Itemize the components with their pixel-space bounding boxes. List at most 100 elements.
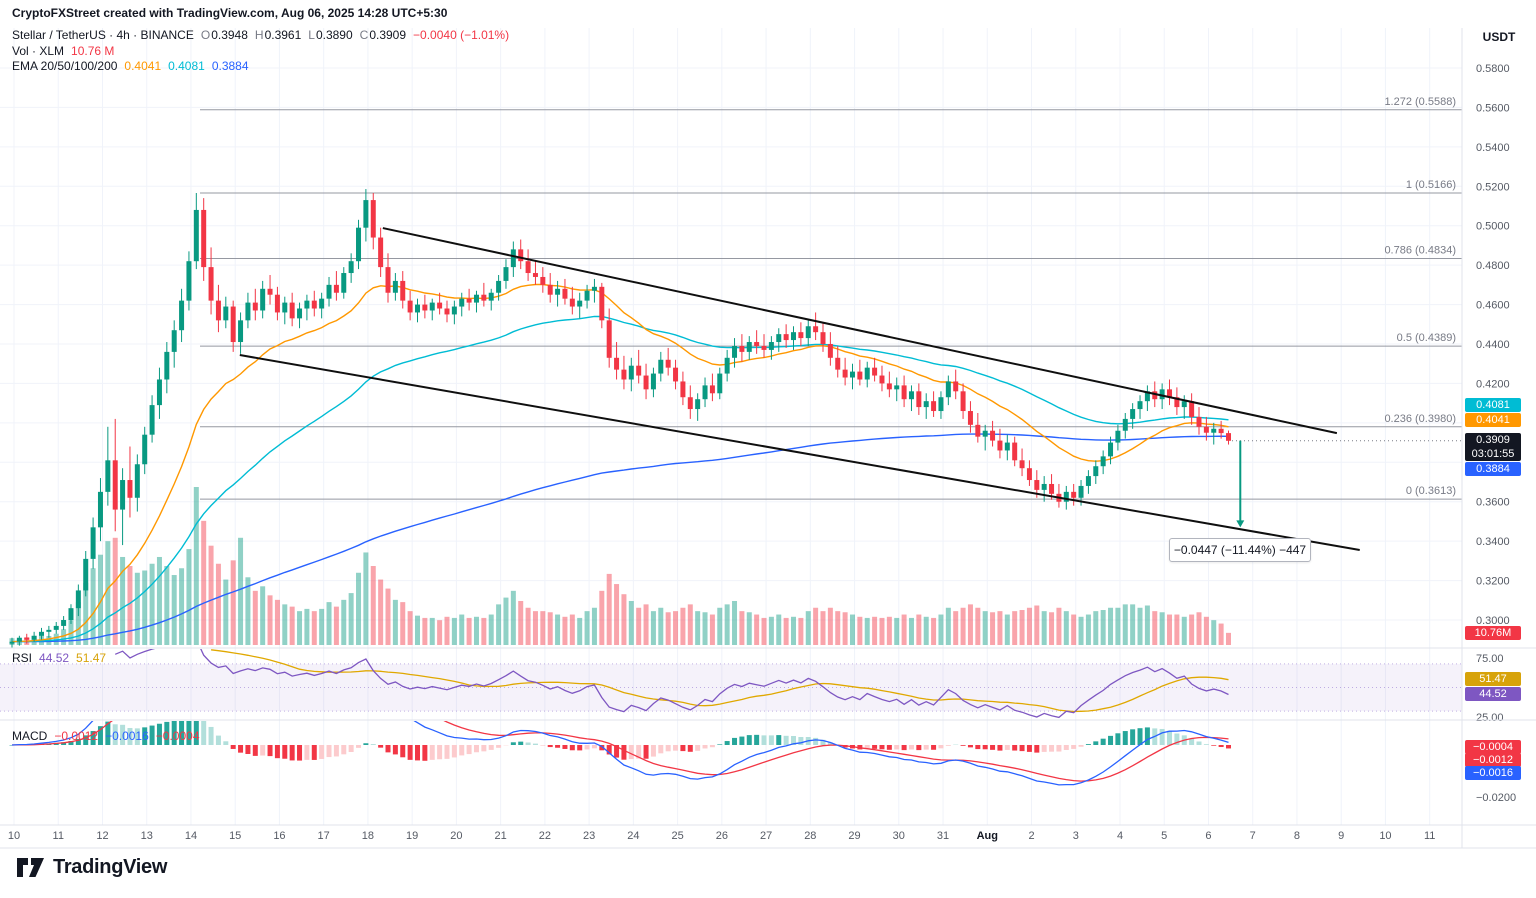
axis-currency-label[interactable]: USDT: [1482, 30, 1516, 44]
ema50-price-badge: 0.4081: [1465, 398, 1521, 412]
time-label: 25: [671, 830, 683, 842]
volume-badge: 10.76M: [1465, 626, 1521, 640]
fib-label: 0.5 (0.4389): [1397, 332, 1456, 344]
fib-label: 0.236 (0.3980): [1384, 413, 1456, 425]
time-label: 8: [1294, 830, 1300, 842]
time-label: 5: [1161, 830, 1167, 842]
price-tick-label: 0.3200: [1476, 576, 1510, 588]
time-label: 11: [1424, 830, 1435, 842]
rsi-ma-badge: 51.47: [1465, 672, 1521, 686]
price-tick-label: 0.5800: [1476, 63, 1510, 75]
time-label: 2: [1028, 830, 1034, 842]
price-tick-label: 0.5200: [1476, 181, 1510, 193]
price-tick-label: 0.3600: [1476, 497, 1510, 509]
time-label: 31: [937, 830, 949, 842]
symbol-legend[interactable]: Stellar / TetherUS · 4h · BINANCE O 0.394…: [12, 28, 509, 42]
ema-legend[interactable]: EMA 20/50/100/200 0.4041 0.4081 0.3884: [12, 59, 249, 73]
symbol-title: Stellar / TetherUS · 4h · BINANCE: [12, 28, 194, 42]
ema-label: EMA 20/50/100/200: [12, 59, 118, 73]
ohlc-high: H 0.3961: [254, 28, 302, 42]
macd-legend[interactable]: MACD −0.0012 −0.0016 −0.0004: [12, 729, 200, 743]
volume-value: 10.76 M: [71, 44, 115, 58]
macd-signal-line: [11, 721, 1229, 782]
time-label: 28: [804, 830, 816, 842]
drawings-layer: [239, 227, 1462, 551]
ema50-value: 0.4081: [168, 59, 205, 73]
attribution-bar: CryptoFXStreet created with TradingView.…: [12, 6, 448, 20]
rsi-ma-value: 51.47: [76, 651, 107, 665]
time-label: 29: [848, 830, 860, 842]
candle-countdown: 03:01:55: [1471, 448, 1515, 460]
time-label: 30: [893, 830, 905, 842]
ohlc-close: C 0.3909: [359, 28, 407, 42]
tradingview-logo[interactable]: TradingView: [16, 855, 167, 880]
last-price-value: 0.3909: [1476, 434, 1510, 446]
time-label: 11: [53, 830, 64, 842]
volume-legend[interactable]: Vol · XLM 10.76 M: [12, 44, 114, 58]
rsi-ma-line: [211, 649, 1229, 713]
time-label: 27: [760, 830, 772, 842]
macd-hist-badge: −0.0012: [1465, 753, 1521, 767]
time-label: 17: [318, 830, 330, 842]
ema-20-line: [11, 283, 1229, 643]
price-tick-label: 0.4200: [1476, 378, 1510, 390]
tradingview-logo-icon: [17, 858, 44, 877]
time-label: 16: [273, 830, 285, 842]
price-tick-label: 0.4800: [1476, 260, 1510, 272]
fib-label: 0 (0.3613): [1406, 485, 1456, 497]
price-tick-label: 0.3400: [1476, 536, 1510, 548]
last-price-badge: 0.3909 03:01:55: [1465, 433, 1521, 461]
fib-label: 0.786 (0.4834): [1384, 244, 1456, 256]
ema-200-line: [11, 433, 1229, 643]
price-tick-label: 0.5000: [1476, 221, 1510, 233]
ema200-price-badge: 0.3884: [1465, 462, 1521, 476]
time-label: 22: [539, 830, 551, 842]
fib-retracement: 1.272 (0.5588) 1 (0.5166) 0.786 (0.4834) 0.…: [200, 96, 1462, 500]
rsi-legend[interactable]: RSI 44.52 51.47: [12, 651, 106, 665]
macd-signal-badge: −0.0004: [1465, 740, 1521, 754]
ema20-price-badge: 0.4041: [1465, 413, 1521, 427]
price-tick-label: 0.3000: [1476, 615, 1510, 627]
ema-50-line: [11, 315, 1229, 643]
time-label: 18: [362, 830, 374, 842]
time-label: 24: [627, 830, 639, 842]
projection-label[interactable]: −0.0447 (−11.44%) −447: [1169, 538, 1311, 562]
time-label: 14: [185, 830, 197, 842]
lower-trendline: [239, 354, 1360, 551]
rsi-tick-label: 75.00: [1476, 653, 1504, 665]
time-label: 26: [716, 830, 728, 842]
rsi-line: [114, 649, 1229, 719]
macd-line-badge: −0.0016: [1465, 766, 1521, 780]
rsi-tick-label: 25.00: [1476, 712, 1504, 724]
time-label: 4: [1117, 830, 1123, 842]
macd-pane: [9, 721, 1231, 786]
time-label: 19: [406, 830, 418, 842]
ohlc-open: O 0.3948: [200, 28, 248, 42]
time-label: 21: [495, 830, 507, 842]
time-label: 10: [8, 830, 20, 842]
tradingview-wordmark: TradingView: [53, 856, 168, 878]
upper-trendline: [382, 227, 1338, 435]
volume-layer: [9, 487, 1231, 645]
rsi-label: RSI: [12, 651, 33, 665]
time-label: 15: [229, 830, 241, 842]
axes-layer: 0.5800 0.5600 0.5400 0.5200 0.5000 0.4800 0.46…: [0, 28, 1536, 849]
time-label: 3: [1073, 830, 1079, 842]
rsi-value: 44.52: [39, 651, 70, 665]
time-label: 13: [141, 830, 153, 842]
ema-layer: [11, 283, 1229, 643]
macd-signal-value: −0.0004: [155, 729, 200, 743]
price-tick-label: 0.5600: [1476, 102, 1510, 114]
rsi-pane: [0, 649, 1462, 719]
ema20-value: 0.4041: [124, 59, 162, 73]
macd-line: [11, 721, 1229, 786]
macd-hist-value: −0.0012: [54, 729, 99, 743]
time-label: 23: [583, 830, 595, 842]
macd-tick-label: −0.0200: [1476, 792, 1516, 804]
time-label: 6: [1205, 830, 1211, 842]
time-label: 9: [1338, 830, 1344, 842]
volume-label: Vol · XLM: [12, 44, 65, 58]
price-tick-label: 0.5400: [1476, 142, 1510, 154]
time-label: 12: [96, 830, 108, 842]
